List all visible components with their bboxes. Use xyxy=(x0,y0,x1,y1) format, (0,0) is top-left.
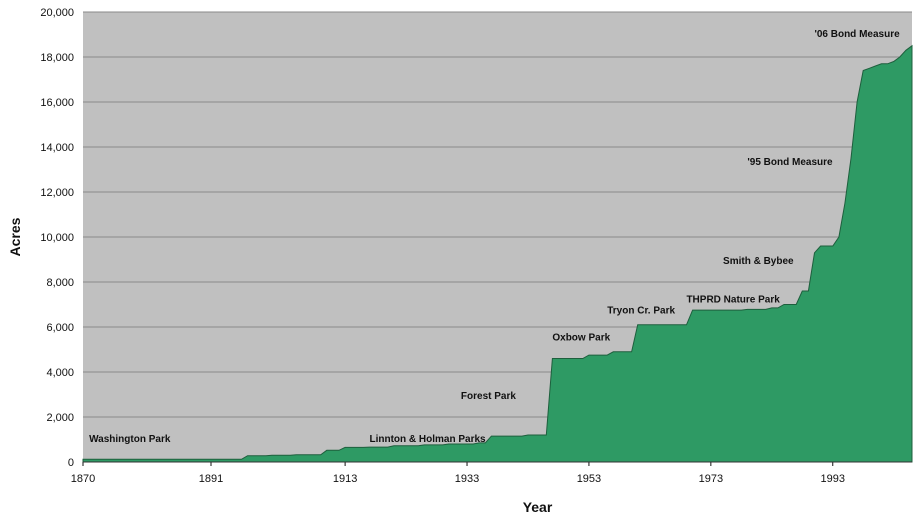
x-tick-label: 1913 xyxy=(333,473,357,485)
annotation-label: Forest Park xyxy=(461,391,516,402)
annotation-label: Smith & Bybee xyxy=(723,256,794,267)
annotation-label: '06 Bond Measure xyxy=(814,29,900,40)
annotation-label: THPRD Nature Park xyxy=(686,294,780,305)
y-tick-label: 18,000 xyxy=(40,52,74,64)
annotation-label: '95 Bond Measure xyxy=(747,157,833,168)
x-axis-title: Year xyxy=(523,499,553,515)
y-tick-label: 8,000 xyxy=(46,277,74,289)
y-axis-title: Acres xyxy=(7,217,23,256)
x-tick-label: 1891 xyxy=(199,473,223,485)
annotations: Washington Park Linnton & Holman Parks For… xyxy=(89,29,900,445)
y-tick-label: 14,000 xyxy=(40,142,74,154)
y-axis-ticks: 0 2,000 4,000 6,000 8,000 10,000 12,000 14,000 1… xyxy=(40,7,74,469)
y-tick-label: 6,000 xyxy=(46,322,74,334)
x-axis-ticks: 1870 1891 1913 1933 1953 1973 1993 xyxy=(71,462,845,485)
y-tick-label: 16,000 xyxy=(40,97,74,109)
y-tick-label: 4,000 xyxy=(46,367,74,379)
annotation-label: Oxbow Park xyxy=(552,333,610,344)
y-tick-label: 2,000 xyxy=(46,412,74,424)
x-tick-label: 1973 xyxy=(699,473,723,485)
acres-area xyxy=(82,44,913,463)
annotation-label: Linnton & Holman Parks xyxy=(369,434,486,445)
x-tick-label: 1993 xyxy=(821,473,845,485)
y-tick-label: 0 xyxy=(68,457,74,469)
y-tick-label: 10,000 xyxy=(40,232,74,244)
annotation-label: Washington Park xyxy=(89,434,171,445)
y-tick-label: 20,000 xyxy=(40,7,74,19)
gridlines xyxy=(83,11,912,418)
x-tick-label: 1953 xyxy=(577,473,601,485)
y-tick-label: 12,000 xyxy=(40,187,74,199)
x-tick-label: 1933 xyxy=(455,473,479,485)
annotation-label: Tryon Cr. Park xyxy=(607,306,675,317)
x-tick-label: 1870 xyxy=(71,473,95,485)
